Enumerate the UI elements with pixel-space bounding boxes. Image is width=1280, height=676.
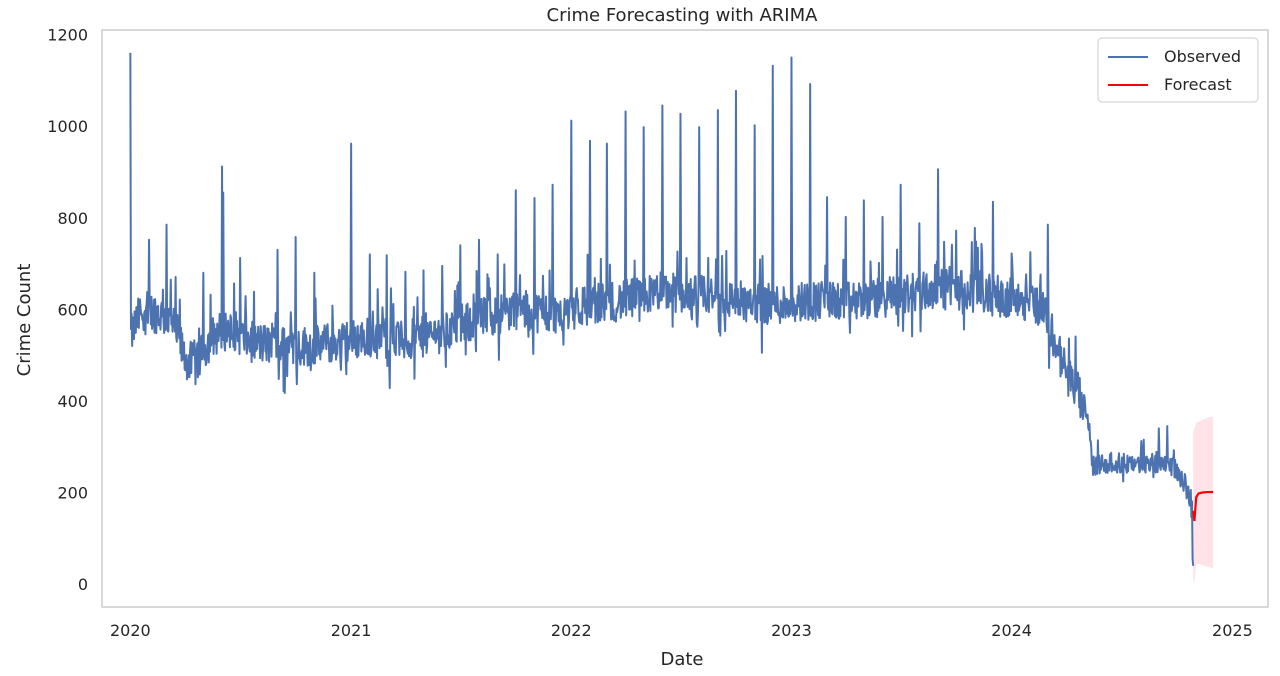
chart-title: Crime Forecasting with ARIMA [547,5,819,26]
forecast-series-line [1192,490,1214,522]
observed-series-line [129,52,1195,566]
x-tick-label: 2024 [991,621,1032,640]
y-tick-label: 600 [57,300,88,319]
legend-forecast-label: Forecast [1164,75,1232,94]
y-tick-label: 400 [57,392,88,411]
confidence-band-area [1193,416,1214,585]
x-axis-label: Date [660,649,703,670]
y-axis-label: Crime Count [14,264,35,377]
legend: Observed Forecast [1097,37,1259,103]
x-tick-label: 2025 [1212,621,1253,640]
x-tick-label: 2020 [110,621,151,640]
x-axis-ticks: 2020 2021 2022 2023 2024 2025 [110,621,1253,640]
forecast-confidence-band [1193,416,1214,585]
y-axis-ticks: 0 200 400 600 800 1000 1200 [47,26,88,595]
x-tick-label: 2022 [551,621,592,640]
y-tick-label: 1000 [47,117,88,136]
y-tick-label: 1200 [47,26,88,45]
legend-observed-label: Observed [1164,47,1241,66]
plot-lines [129,52,1214,566]
y-tick-label: 800 [57,209,88,228]
plot-area-frame [101,29,1269,608]
x-tick-label: 2023 [771,621,812,640]
x-tick-label: 2021 [331,621,372,640]
y-tick-label: 200 [57,484,88,503]
y-tick-label: 0 [78,575,88,594]
